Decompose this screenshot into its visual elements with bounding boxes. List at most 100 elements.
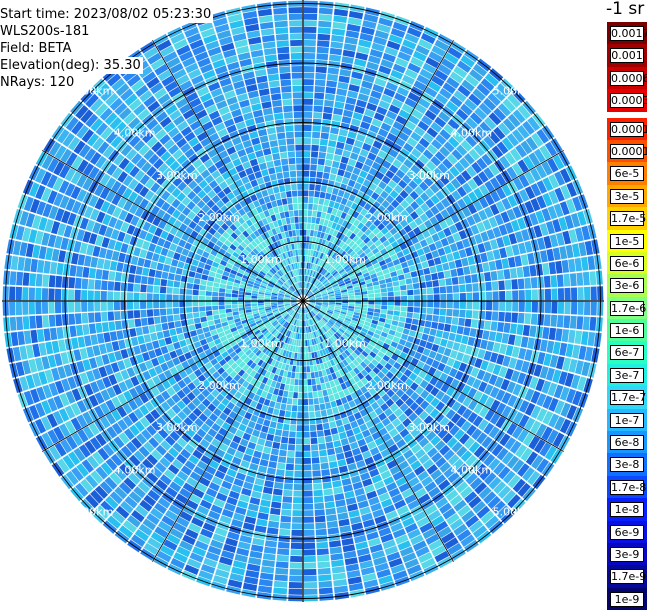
ppi-cell [292,85,303,92]
ppi-cell [176,192,186,202]
ppi-cell [10,255,19,270]
ppi-cell [123,233,132,244]
ppi-cell [251,301,258,304]
ppi-cell [292,516,303,523]
ppi-cell [268,270,274,277]
ppi-cell [473,403,484,415]
ppi-cell [424,219,433,229]
ppi-cell [283,105,293,113]
ppi-cell [361,340,369,347]
ppi-cell [166,287,173,294]
ppi-cell [286,237,291,245]
ppi-cell [188,271,196,278]
ppi-cell [244,182,253,191]
ppi-cell [220,214,229,223]
ppi-cell [233,220,241,228]
ppi-cell [287,316,292,322]
ppi-cell [233,374,241,382]
ppi-cell [70,417,82,431]
ppi-cell [466,424,477,436]
ppi-cell [344,245,351,253]
ppi-cell [446,397,456,408]
ppi-cell [274,234,280,242]
ppi-cell [364,456,375,466]
ppi-cell [106,163,118,176]
ppi-cell [418,97,431,109]
ppi-cell [379,313,387,319]
ppi-cell [246,383,254,391]
ppi-cell [196,209,206,219]
ppi-cell [395,137,406,147]
ppi-cell [426,430,437,442]
ppi-cell [388,148,399,158]
ppi-cell [277,462,286,470]
ppi-cell [312,287,318,293]
ppi-cell [205,296,212,301]
ppi-cell [434,69,449,82]
ppi-cell [289,310,295,316]
ppi-cell [409,220,418,230]
ppi-cell [445,316,452,324]
ppi-cell [304,333,307,340]
ppi-cell [374,156,385,165]
ppi-cell [262,318,269,324]
ppi-cell [255,264,263,271]
ppi-cell [487,495,501,510]
ppi-cell [308,392,313,399]
ppi-cell [403,369,412,378]
ppi-cell [94,184,105,197]
ppi-cell [446,153,458,165]
ppi-cell [271,394,278,402]
ppi-cell [56,262,64,275]
ppi-cell [155,323,163,332]
ppi-cell [295,229,300,236]
ppi-cell [332,237,339,245]
ppi-cell [261,559,275,568]
ppi-cell [455,352,465,362]
ppi-cell [36,259,45,273]
ppi-cell [309,359,313,366]
ppi-cell [272,495,282,503]
ppi-cell [57,458,70,473]
ppi-cell [414,465,426,476]
ppi-cell [154,316,161,324]
ppi-cell [477,320,485,329]
ppi-cell [319,349,324,357]
ppi-cell [292,293,298,298]
ppi-cell [429,183,440,194]
ppi-cell [352,314,360,319]
ppi-cell [274,574,288,582]
ppi-cell [182,56,196,68]
ppi-cell [405,397,415,407]
ppi-cell [251,324,258,330]
ppi-cell [517,463,530,477]
ppi-cell [148,243,157,252]
ppi-cell [311,151,319,158]
ppi-cell [341,309,348,313]
ppi-cell [293,339,297,346]
ppi-cell [174,320,182,328]
ppi-cell [169,430,180,442]
ppi-cell [311,256,315,263]
ppi-cell [278,305,284,308]
ppi-cell [359,506,371,516]
ppi-cell [185,295,192,301]
ppi-cell [427,447,438,458]
ppi-cell [303,164,310,171]
ppi-cell [406,169,417,180]
ppi-cell [196,233,204,242]
ppi-cell [86,219,96,232]
ppi-cell [187,211,196,220]
ppi-cell [568,358,578,373]
ppi-cell [384,362,393,371]
ppi-cell [359,313,367,318]
ppi-cell [404,558,420,569]
ppi-cell [154,87,167,100]
ppi-cell [385,510,398,521]
ppi-cell [157,520,172,533]
ppi-cell [376,255,384,263]
ppi-cell [118,432,130,445]
ppi-cell [499,433,511,447]
ppi-cell [382,384,391,393]
ppi-cell [257,334,264,340]
